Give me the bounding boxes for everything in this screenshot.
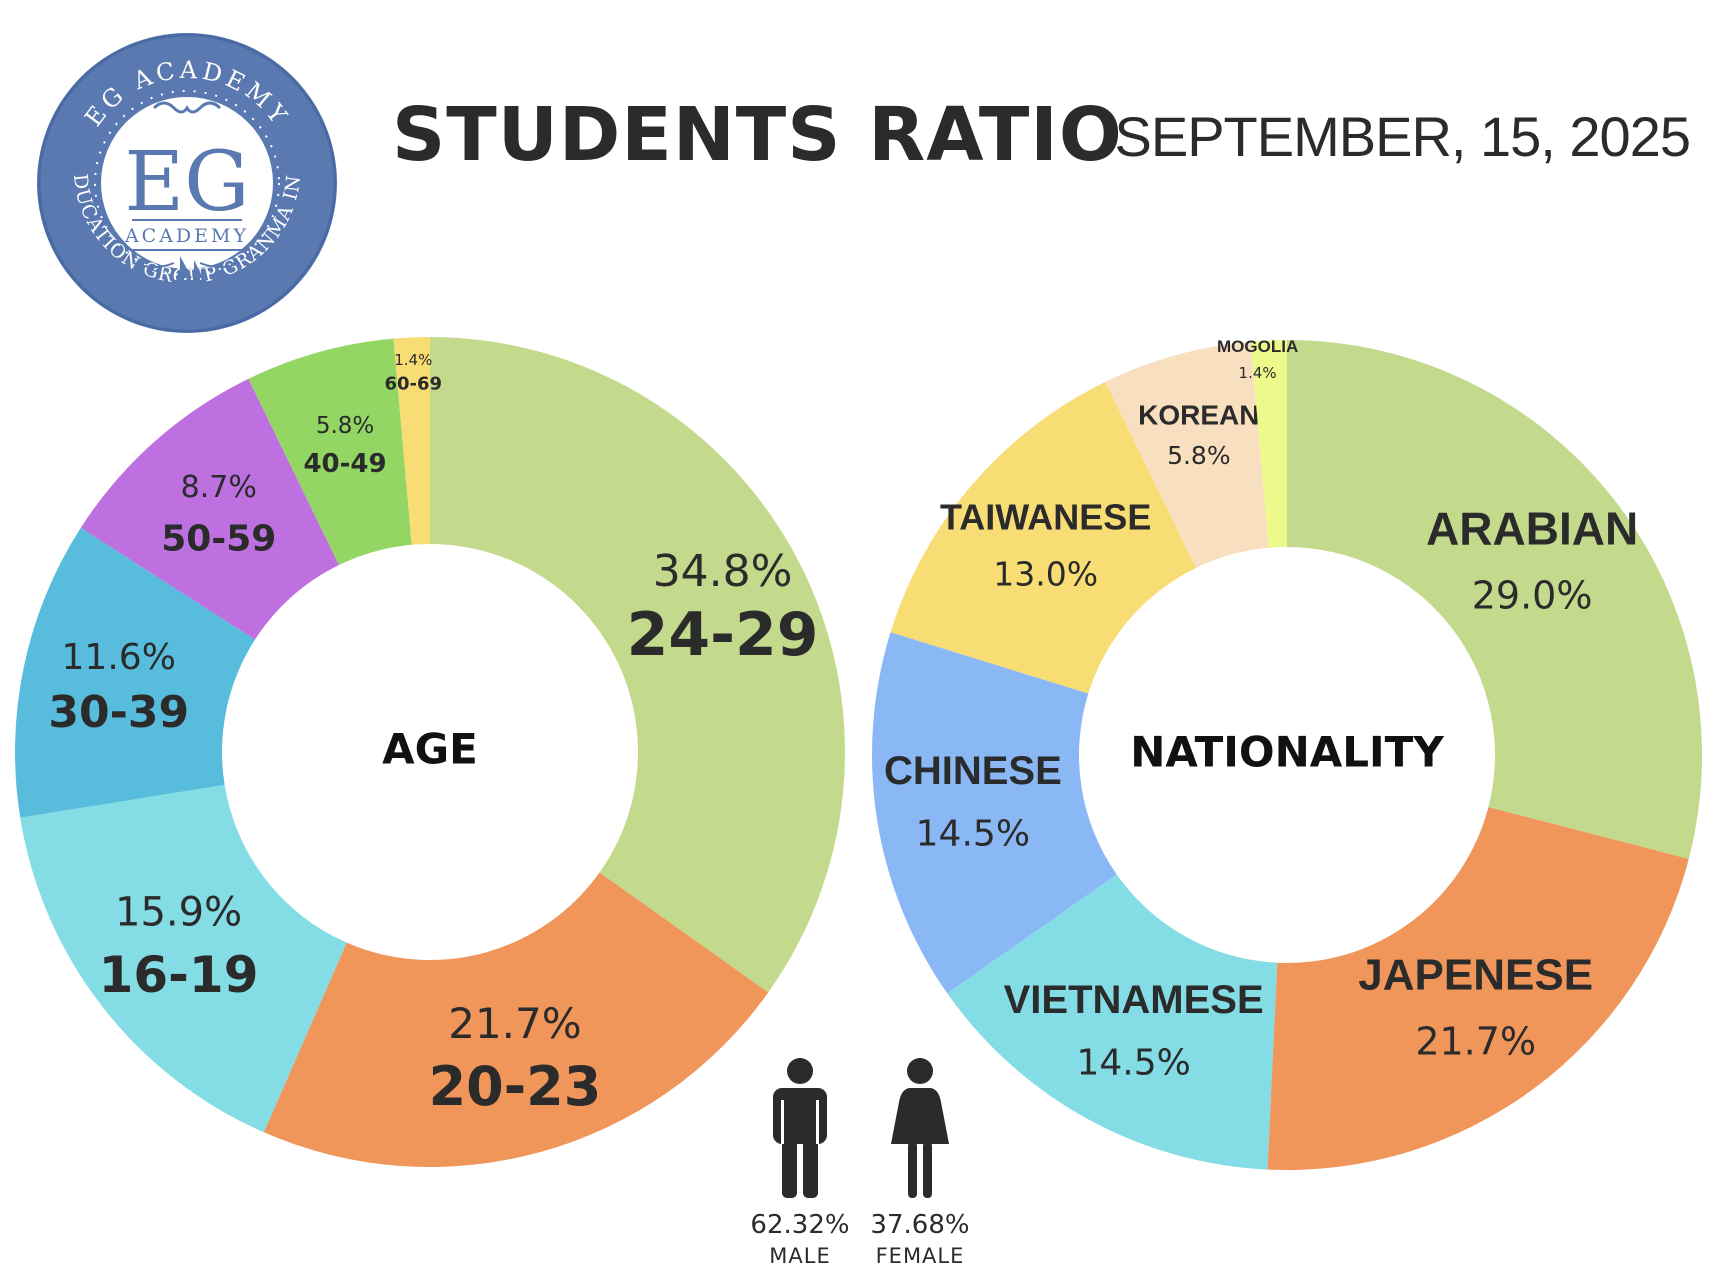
- slice-24-29: [430, 337, 846, 993]
- slice-label-40-49: 40-49: [303, 449, 386, 479]
- slice-label-20-23: 20-23: [429, 1055, 602, 1118]
- slice-label-50-59: 50-59: [161, 518, 276, 559]
- slice-30-39: [14, 527, 255, 818]
- slice-chinese: [872, 632, 1117, 994]
- slice-label-16-19: 16-19: [99, 946, 259, 1004]
- slice-value-japenese: 21.7%: [1415, 1019, 1536, 1063]
- center-label-age: AGE: [382, 725, 478, 774]
- eg-academy-logo: EG ACADEMY EDUCATION GROUP GRANMA INC EG…: [34, 30, 337, 333]
- slice-label-taiwanese: TAIWANESE: [940, 496, 1151, 537]
- male-person-icon: [773, 1058, 827, 1198]
- slice-label-korean: KOREAN: [1138, 399, 1259, 430]
- slice-label-mogolia: MOGOLIA: [1217, 337, 1298, 356]
- slice-value-16-19: 15.9%: [115, 890, 242, 936]
- logo-monogram: EG: [124, 135, 249, 230]
- slice-korean: [1105, 341, 1269, 568]
- slice-value-mogolia: 1.4%: [1239, 364, 1277, 382]
- slice-value-40-49: 5.8%: [316, 413, 374, 439]
- slice-20-23: [263, 872, 769, 1167]
- slice-taiwanese: [890, 381, 1196, 694]
- female-stat: 37.68% FEMALE: [860, 1058, 980, 1268]
- slice-value-taiwanese: 13.0%: [993, 554, 1098, 593]
- slice-label-60-69: 60-69: [384, 373, 442, 394]
- slice-label-24-29: 24-29: [627, 600, 819, 670]
- female-label: FEMALE: [875, 1244, 965, 1268]
- slice-mogolia: [1250, 340, 1287, 548]
- ship-icon: [172, 256, 204, 288]
- female-person-icon: [891, 1058, 949, 1198]
- center-label-nationality: NATIONALITY: [1130, 728, 1444, 777]
- age-donut-chart: 34.8%24-29 21.7% 20-23 15.9% 16-19 11.6% 30-39…: [14, 337, 846, 1167]
- nationality-donut-chart: ARABIAN 29.0% JAPENESE 21.7% VIETNAMESE 14.5%…: [872, 337, 1702, 1170]
- slice-60-69: [393, 337, 430, 545]
- slice-label-30-39: 30-39: [48, 687, 189, 738]
- slice-value-chinese: 14.5%: [916, 813, 1030, 854]
- slice-japenese: [1267, 807, 1689, 1170]
- slice-50-59: [80, 378, 339, 640]
- slice-label-chinese: CHINESE: [884, 749, 1062, 793]
- slice-value-24-29: 34.8%: [653, 546, 793, 597]
- slice-40-49: [248, 338, 412, 565]
- slice-value-20-23: 21.7%: [448, 999, 581, 1048]
- logo-word: ACADEMY: [124, 225, 249, 247]
- slice-label-arabian: ARABIAN: [1426, 502, 1638, 554]
- male-percentage: 62.32%: [750, 1210, 850, 1240]
- slice-value-arabian: 29.0%: [1472, 574, 1593, 618]
- slice-arabian: [1287, 340, 1702, 859]
- slice-16-19: [20, 784, 347, 1133]
- slice-label-vietnamese: VIETNAMESE: [1004, 978, 1264, 1022]
- slice-value-vietnamese: 14.5%: [1076, 1043, 1190, 1084]
- male-label: MALE: [769, 1244, 831, 1268]
- logo-inner-disc: [101, 97, 273, 269]
- slice-label-japenese: JAPENESE: [1358, 951, 1593, 1000]
- slice-value-60-69: 1.4%: [394, 351, 432, 369]
- slice-value-50-59: 8.7%: [181, 470, 257, 505]
- male-stat: 62.32% MALE: [740, 1058, 860, 1268]
- slice-value-korean: 5.8%: [1167, 441, 1231, 470]
- report-date: SEPTEMBER, 15, 2025: [1114, 105, 1691, 168]
- slice-value-30-39: 11.6%: [62, 637, 176, 678]
- page-title: STUDENTS RATIO: [392, 92, 1123, 178]
- slice-vietnamese: [947, 874, 1278, 1170]
- female-percentage: 37.68%: [870, 1210, 970, 1240]
